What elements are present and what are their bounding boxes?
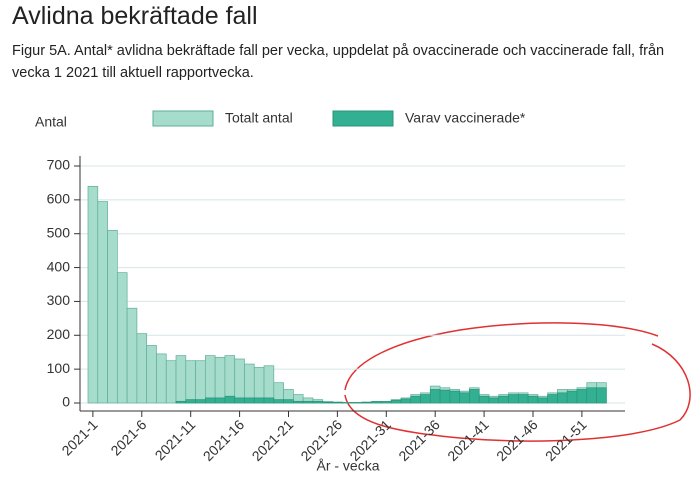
bar [390, 399, 402, 404]
bar [214, 356, 226, 404]
bar [244, 397, 255, 404]
bar [146, 345, 157, 404]
legend-label: Varav vaccinerade* [405, 110, 526, 126]
y-axis-label: Antal [35, 114, 67, 130]
bar [185, 360, 196, 404]
bar [381, 401, 392, 404]
bar [576, 389, 588, 404]
bar [205, 397, 216, 404]
bar [312, 400, 324, 404]
y-tick-label: 300 [47, 292, 71, 308]
x-tick-label: 2021-1 [58, 416, 100, 458]
bar [400, 398, 412, 404]
bar [498, 395, 509, 404]
y-tick-label: 700 [47, 157, 71, 173]
bar [566, 390, 578, 404]
x-tick-label: 2021-21 [249, 416, 297, 464]
bar [537, 397, 549, 404]
x-tick-label: 2021-36 [395, 416, 443, 464]
bar [165, 360, 177, 404]
subtitle: Figur 5A. Antal* avlidna bekräftade fall… [12, 43, 665, 81]
bar [371, 401, 382, 404]
bar [332, 401, 343, 404]
bar [302, 400, 314, 404]
y-tick-label: 100 [47, 360, 71, 376]
legend-swatch [152, 110, 214, 127]
x-tick-label: 2021-6 [107, 416, 149, 458]
bar [175, 355, 187, 404]
bar [263, 397, 275, 404]
bar [263, 365, 275, 404]
bar [224, 395, 236, 404]
bar [596, 387, 607, 404]
bar [429, 389, 441, 404]
y-tick-label: 0 [62, 394, 70, 410]
bar [283, 399, 294, 404]
bar [273, 399, 284, 404]
bar [449, 390, 460, 404]
annotation-circle [344, 322, 691, 442]
bar [517, 394, 529, 404]
bar [87, 185, 99, 404]
x-tick-label: 2021-11 [152, 416, 199, 463]
bar [234, 397, 245, 404]
bar [557, 392, 568, 404]
bar [205, 355, 216, 404]
bar [410, 395, 421, 404]
x-tick-label: 2021-16 [200, 416, 248, 464]
bar [508, 394, 519, 404]
bar [478, 395, 490, 404]
bar [322, 401, 333, 404]
bar [547, 394, 558, 404]
bar [459, 392, 470, 404]
bar [293, 400, 304, 404]
bar [156, 353, 167, 404]
bar [136, 333, 148, 404]
bar [116, 272, 128, 404]
bar [185, 399, 196, 404]
x-axis-label: År - vecka [316, 458, 379, 474]
bar [175, 400, 187, 404]
y-tick-label: 400 [47, 258, 71, 274]
bar [234, 358, 245, 404]
bar [244, 363, 255, 404]
bar [527, 395, 539, 404]
bar [361, 401, 372, 404]
bar [420, 394, 431, 404]
legend-label: Totalt antal [225, 110, 293, 126]
y-tick-label: 200 [47, 326, 71, 342]
bar [586, 387, 597, 404]
legend-swatch [332, 110, 394, 127]
bar [107, 229, 118, 404]
bar [126, 307, 138, 404]
y-tick-label: 600 [47, 191, 71, 207]
bar [195, 360, 206, 404]
title: Avlidna bekräftade fall [12, 2, 258, 30]
bar [439, 389, 451, 404]
bar [97, 201, 108, 404]
bar [195, 399, 206, 404]
bar [469, 389, 480, 404]
bar [214, 397, 226, 404]
bar [488, 397, 500, 404]
bar [253, 397, 265, 404]
y-tick-label: 500 [47, 224, 71, 240]
